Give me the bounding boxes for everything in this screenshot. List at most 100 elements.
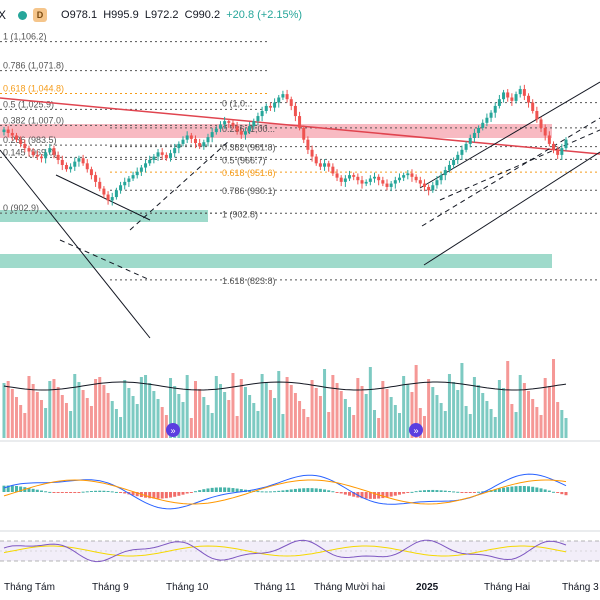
volume-bar (393, 405, 397, 438)
volume-bar (348, 407, 352, 438)
volume-bar (306, 417, 310, 438)
xaxis-label-5: 2025 (416, 582, 439, 593)
volume-bar (110, 401, 114, 438)
candle-body (231, 122, 235, 127)
volume-bar (431, 387, 435, 438)
macd-hist-bar (248, 490, 252, 492)
dashed-diagonal-left-2[interactable] (59, 239, 151, 281)
rsi-line (3, 539, 567, 563)
black-trendline-2[interactable] (55, 174, 151, 221)
candle-body (364, 181, 368, 184)
macd-hist-bar (19, 486, 23, 492)
macd-hist-bar (123, 492, 127, 494)
volume-bar (502, 388, 506, 438)
volume-bar (360, 386, 364, 438)
macd-hist-bar (497, 488, 501, 492)
macd-hist-bar (556, 492, 560, 494)
candle-body (64, 165, 68, 170)
volume-bar (248, 395, 252, 438)
channel-mid-2[interactable] (439, 129, 600, 201)
candle-body (343, 178, 347, 182)
macd-hist-bar (410, 491, 414, 493)
macd-hist-bar (368, 492, 372, 499)
volume-bar (481, 393, 485, 438)
fib-right-label: 1.618 (823.8) (222, 276, 276, 286)
macd-hist-bar (518, 485, 522, 492)
candle-body (106, 194, 110, 201)
macd-hist-bar (443, 490, 447, 492)
volume-bar (385, 389, 389, 438)
candle-body (435, 180, 439, 186)
candle-body (518, 89, 522, 95)
channel-upper[interactable] (419, 81, 600, 189)
xaxis-label-4: Tháng Mười hai (314, 582, 386, 593)
volume-bar (127, 388, 131, 438)
ohlc-legend: X D O978.1 H995.9 L972.2 C990.2 +20.8 (+… (0, 0, 600, 30)
volume-bar (439, 403, 443, 438)
symbol-name[interactable]: X (0, 8, 7, 22)
volume-bar (489, 409, 493, 438)
macd-hist-bar (439, 490, 443, 492)
macd-hist-bar (44, 491, 48, 493)
fib-left-label: 0.236 (983.5) (3, 135, 57, 145)
volume-bar (31, 384, 35, 438)
dashed-diagonal-left[interactable] (129, 139, 231, 231)
volume-bar (514, 412, 518, 438)
volume-bars (2, 359, 568, 438)
volume-bar (368, 367, 372, 438)
time-axis[interactable]: Tháng Tám Tháng 9 Tháng 10 Tháng 11 Thán… (0, 576, 600, 600)
black-trendline[interactable] (0, 149, 151, 339)
candle-body (185, 135, 189, 140)
candle-body (214, 128, 218, 133)
macd-hist-bar (393, 492, 397, 496)
candle-body (156, 152, 160, 157)
candle-body (131, 175, 135, 179)
macd-hist-bar (152, 492, 156, 499)
macd-hist-bar (485, 490, 489, 492)
macd-hist-bar (268, 491, 272, 493)
macd-signal-line (3, 479, 567, 505)
volume-bar (27, 376, 31, 438)
macd-hist-bar (160, 492, 164, 499)
candle-body (531, 102, 535, 111)
fib-right-label: 0.382 (981.8) (222, 143, 276, 153)
candle-body (160, 152, 164, 155)
candle-body (339, 177, 343, 182)
candle-body (410, 173, 414, 177)
candle-body (56, 154, 60, 160)
macd-hist-bar (2, 485, 6, 492)
price-pane[interactable]: 1 (1,106.2) 0.786 (1,071.8) 0.618 (1,044.8… (0, 0, 600, 576)
candle-body (352, 175, 356, 177)
candle-body (460, 149, 464, 155)
channel-lower[interactable] (423, 151, 600, 266)
candle-body (414, 176, 418, 181)
macd-hist-bar (293, 488, 297, 492)
candle-body (514, 94, 518, 101)
macd-hist-bar (427, 489, 431, 492)
volume-bar (402, 376, 406, 438)
event-icon-1[interactable]: » (166, 423, 180, 437)
macd-hist-bar (414, 491, 418, 493)
volume-bar (452, 382, 456, 438)
close-value: C990.2 (184, 9, 221, 21)
volume-bar (94, 379, 98, 438)
event-icon-2[interactable]: » (409, 423, 423, 437)
macd-hist-bar (514, 486, 518, 492)
volume-bar (447, 374, 451, 438)
candle-body (177, 143, 181, 149)
channel-mid[interactable] (421, 117, 600, 227)
macd-hist-bar (256, 491, 260, 493)
candle-body (481, 122, 485, 128)
macd-hist-bar (527, 486, 531, 492)
macd-hist-bar (198, 490, 202, 492)
candle-body (256, 116, 260, 122)
volume-bar (552, 359, 556, 438)
macd-hist-bar (460, 492, 464, 493)
candle-body (10, 132, 14, 136)
xaxis-label-2: Tháng 10 (166, 582, 209, 593)
candle-body (48, 148, 52, 153)
candle-body (19, 139, 23, 144)
candle-body (535, 111, 539, 120)
macd-hist-bar (10, 485, 14, 492)
